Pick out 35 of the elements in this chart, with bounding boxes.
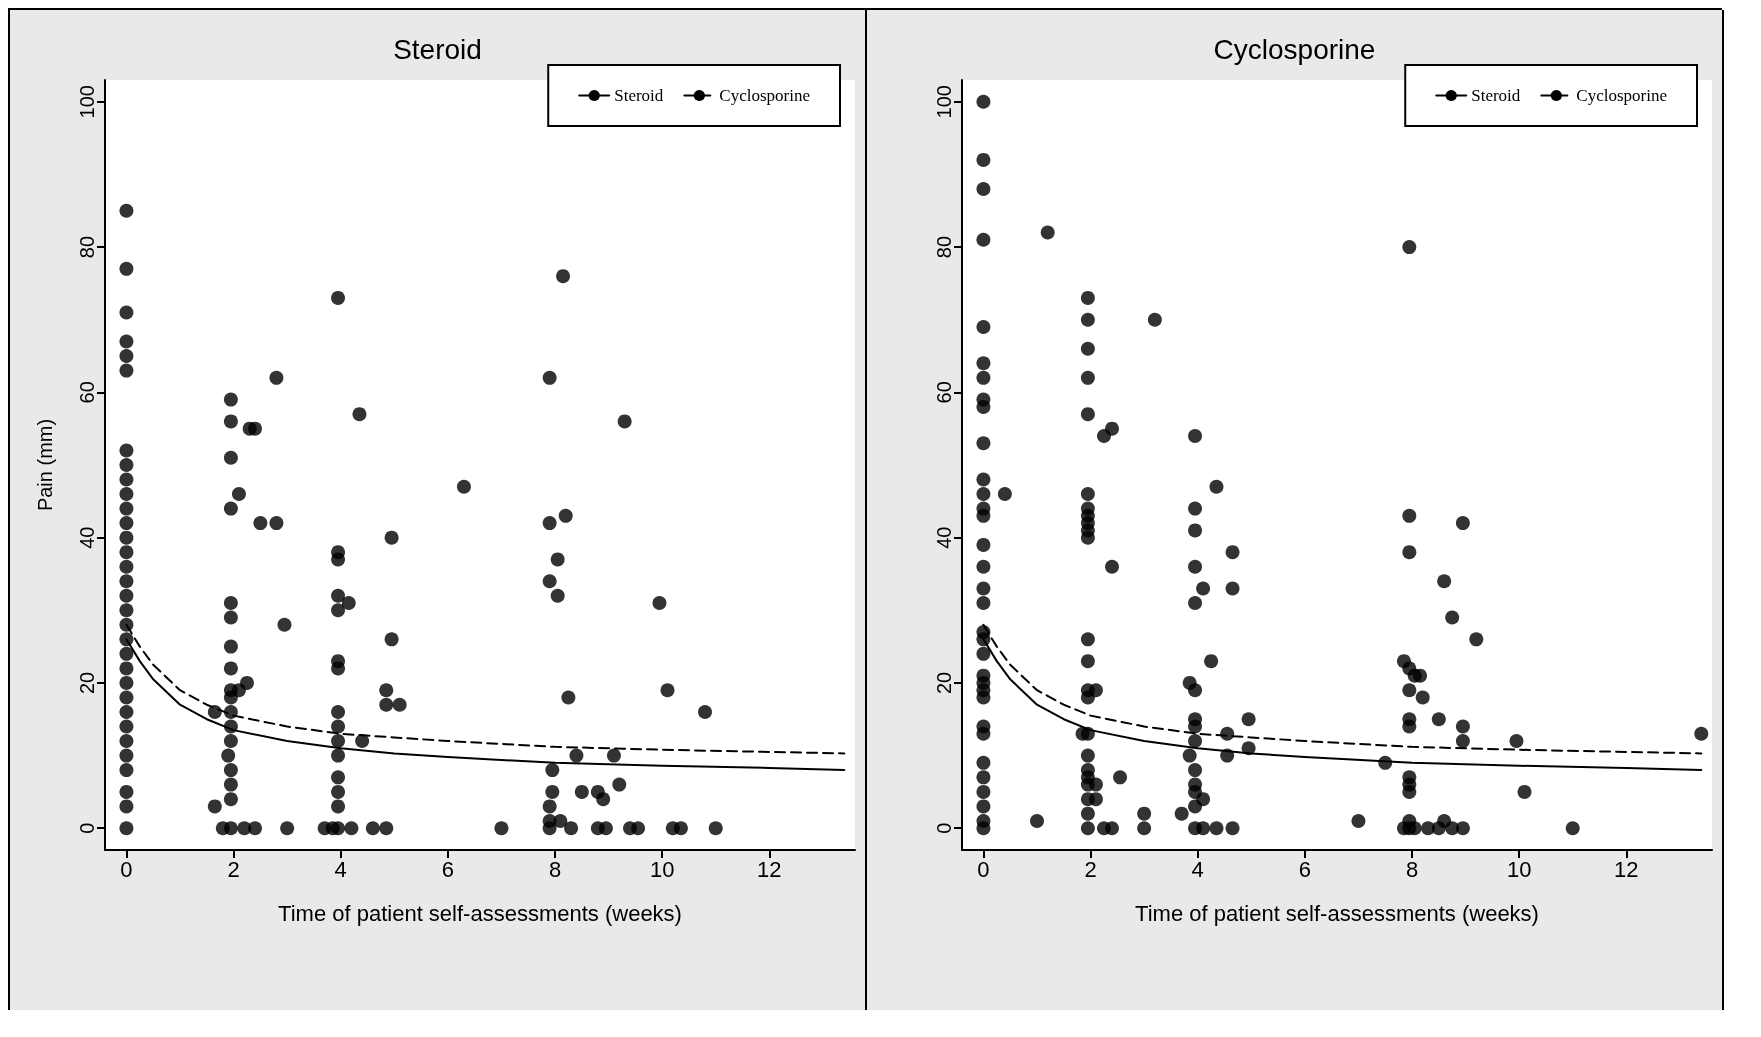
y-tick-label: 20 bbox=[76, 671, 98, 695]
y-tick-label: 100 bbox=[76, 85, 98, 119]
x-tick-label: 0 bbox=[120, 856, 133, 882]
y-tick-label: 40 bbox=[933, 526, 955, 549]
x-axis-title: Time of patient self-assessments (weeks) bbox=[1135, 900, 1539, 926]
chart-title: Cyclosporine bbox=[1213, 33, 1376, 65]
x-tick-label: 4 bbox=[1191, 856, 1204, 882]
x-tick-label: 2 bbox=[227, 856, 240, 882]
y-axis-title: Pain (mm) bbox=[34, 418, 56, 512]
y-tick-label: 0 bbox=[76, 822, 98, 834]
x-tick-label: 12 bbox=[1614, 856, 1639, 882]
x-tick-label: 6 bbox=[441, 856, 454, 882]
y-tick-label: 40 bbox=[76, 526, 98, 549]
x-tick-label: 10 bbox=[1506, 856, 1532, 882]
legend-label: Cyclosporine bbox=[719, 86, 810, 105]
legend-label: Cyclosporine bbox=[1576, 86, 1667, 105]
legend-label: Steroid bbox=[614, 86, 664, 105]
x-tick-label: 2 bbox=[1084, 856, 1097, 882]
chart-title: Steroid bbox=[393, 33, 482, 65]
y-tick-label: 80 bbox=[76, 235, 98, 259]
y-tick-label: 60 bbox=[76, 381, 98, 404]
y-tick-label: 60 bbox=[933, 381, 955, 404]
x-tick-label: 8 bbox=[1405, 856, 1419, 882]
y-tick-label: 20 bbox=[933, 671, 955, 695]
x-tick-label: 8 bbox=[548, 856, 562, 882]
x-tick-label: 4 bbox=[334, 856, 347, 882]
y-tick-label: 100 bbox=[933, 85, 955, 119]
legend-label: Steroid bbox=[1471, 86, 1521, 105]
x-tick-label: 0 bbox=[977, 856, 990, 882]
y-tick-label: 80 bbox=[933, 235, 955, 259]
x-tick-label: 12 bbox=[757, 856, 782, 882]
y-tick-label: 0 bbox=[933, 822, 955, 834]
x-tick-label: 6 bbox=[1298, 856, 1311, 882]
x-tick-label: 10 bbox=[649, 856, 675, 882]
x-axis-title: Time of patient self-assessments (weeks) bbox=[278, 900, 682, 926]
